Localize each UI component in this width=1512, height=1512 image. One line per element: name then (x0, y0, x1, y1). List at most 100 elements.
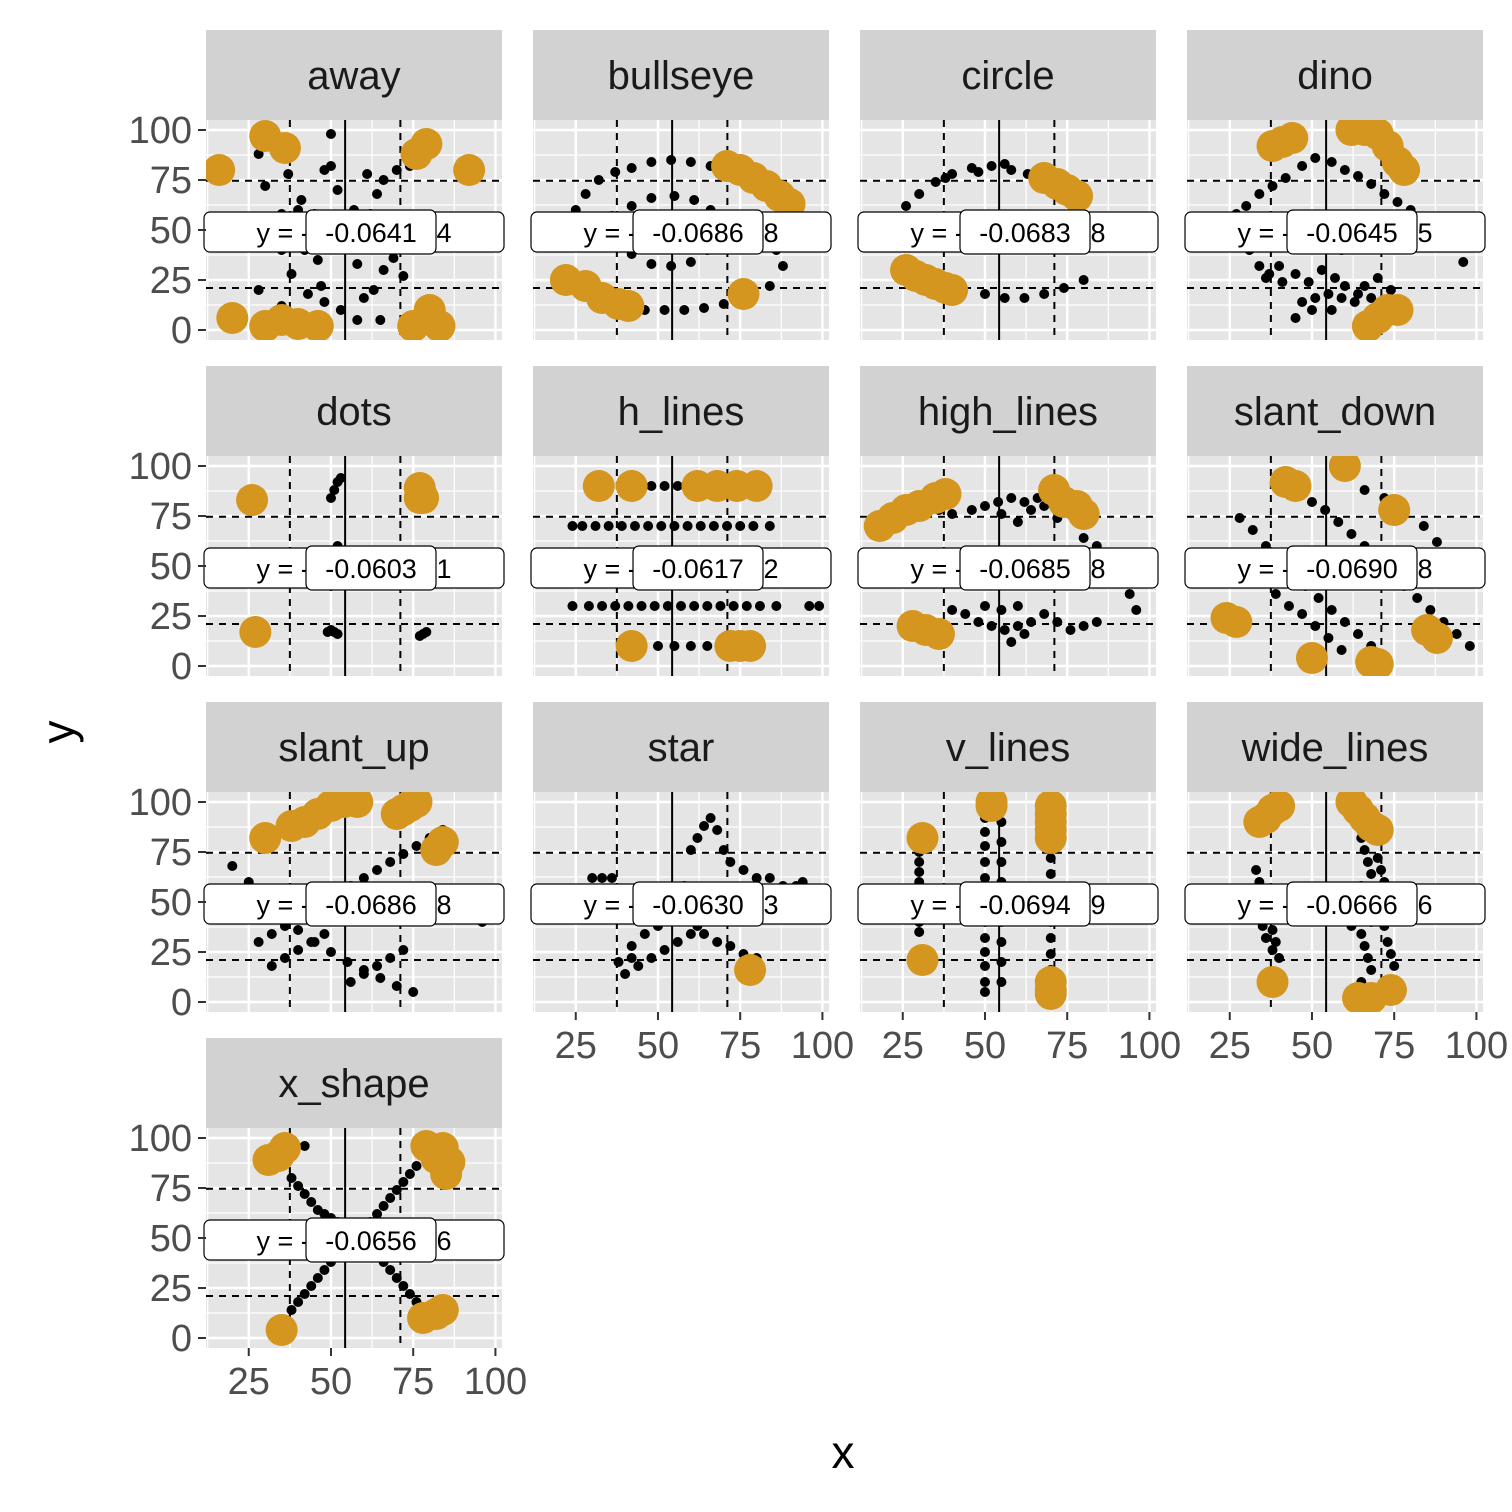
data-point (1330, 273, 1340, 283)
data-point (283, 169, 294, 179)
data-point (1346, 529, 1357, 539)
data-point (689, 601, 700, 611)
highlight-point (239, 616, 272, 648)
data-point (979, 841, 990, 851)
data-point (1078, 533, 1089, 543)
data-point (996, 977, 1007, 987)
data-point (712, 937, 723, 947)
highlight-point (430, 1158, 463, 1190)
data-point (1366, 965, 1377, 975)
data-point (404, 1289, 415, 1299)
data-point (329, 485, 340, 495)
data-point (996, 605, 1007, 615)
data-point (1366, 869, 1377, 879)
highlight-point (1328, 456, 1361, 482)
highlight-point (1420, 622, 1453, 654)
data-point (266, 929, 277, 939)
data-point (1353, 289, 1364, 299)
data-point (1234, 513, 1245, 523)
highlight-point (1256, 966, 1289, 998)
data-point (1379, 189, 1390, 199)
data-point (659, 305, 670, 315)
data-point (227, 861, 238, 871)
facet-strip-label: wide_lines (1241, 726, 1429, 770)
highlight-point (615, 630, 648, 662)
data-point (391, 1185, 402, 1195)
data-point (620, 969, 631, 979)
x-tick-label: 75 (1046, 1025, 1088, 1067)
x-tick-label: 25 (555, 1025, 597, 1067)
data-point (1310, 293, 1321, 303)
data-point (979, 961, 990, 971)
data-point (718, 299, 729, 309)
data-point (901, 201, 912, 211)
data-point (286, 269, 297, 279)
points-layer (1210, 456, 1475, 676)
data-point (1458, 257, 1469, 267)
correlation-label: -0.0694 (979, 890, 1071, 920)
data-point (646, 157, 657, 167)
facet-strip (206, 366, 502, 456)
data-point (299, 1141, 310, 1151)
data-point (1260, 273, 1271, 283)
data-point (1280, 173, 1291, 183)
correlation-label-box (959, 545, 1091, 591)
data-point (372, 961, 383, 971)
data-point (715, 601, 726, 611)
correlation-label: -0.0686 (325, 890, 417, 920)
data-point (738, 865, 749, 875)
data-point (646, 259, 657, 269)
data-point (372, 1209, 383, 1219)
data-point (312, 1273, 323, 1283)
highlight-point (1034, 978, 1067, 1010)
highlight-point (936, 274, 969, 306)
data-point (1274, 953, 1285, 963)
data-point (1052, 617, 1063, 627)
data-point (1078, 621, 1089, 631)
x-tick-label: 100 (791, 1025, 854, 1067)
data-point (1389, 961, 1400, 971)
data-point (385, 1265, 396, 1275)
correlation-label-box (632, 881, 764, 927)
data-point (293, 945, 304, 955)
x-tick-label: 100 (464, 1361, 527, 1403)
data-point (378, 175, 389, 185)
data-point (296, 195, 307, 205)
facet-strip-label: x_shape (278, 1062, 429, 1106)
data-point (335, 473, 346, 483)
data-point (1431, 537, 1442, 547)
data-point (699, 929, 710, 939)
data-point (352, 259, 363, 269)
data-point (266, 961, 277, 971)
data-point (1065, 625, 1076, 635)
data-point (1339, 617, 1350, 627)
data-point (1425, 605, 1436, 615)
data-point (1012, 601, 1023, 611)
y-tick-label: 75 (150, 832, 192, 874)
data-point (378, 265, 389, 275)
data-point (362, 169, 373, 179)
data-point (659, 481, 670, 491)
data-point (1382, 937, 1393, 947)
highlight-point (426, 1294, 459, 1326)
facet-strip (860, 702, 1156, 792)
data-point (1045, 949, 1056, 959)
data-point (398, 1177, 409, 1187)
highlight-point (1295, 642, 1328, 674)
data-point (404, 1169, 415, 1179)
data-point (1310, 153, 1321, 163)
data-point (319, 297, 330, 307)
highlight-point (216, 302, 249, 334)
data-point (1274, 261, 1285, 271)
y-tick-label: 25 (150, 932, 192, 974)
data-point (1349, 297, 1360, 307)
highlight-point (301, 310, 334, 340)
data-point (986, 621, 997, 631)
data-point (286, 1173, 297, 1183)
correlation-label-box (959, 881, 1091, 927)
data-point (626, 163, 637, 173)
